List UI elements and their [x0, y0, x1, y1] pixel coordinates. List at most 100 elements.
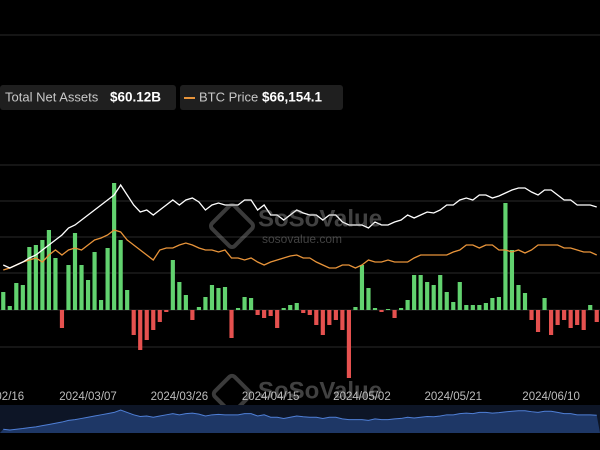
bar [1, 292, 6, 310]
legend-value: $66,154.1 [262, 90, 323, 105]
watermark-brand: SoSoValue [258, 205, 382, 232]
series-line [2, 183, 597, 269]
bar [275, 310, 280, 328]
bar [483, 303, 488, 310]
bar [294, 303, 299, 310]
bar [399, 308, 404, 310]
bar [229, 310, 234, 338]
watermark-logo [209, 203, 255, 249]
bar [301, 310, 306, 313]
bar [33, 245, 38, 310]
bar [79, 265, 84, 310]
bar [216, 288, 221, 310]
watermark-logo [211, 373, 253, 415]
bar [249, 298, 254, 310]
x-tick-label: 2024/04/15 [242, 391, 300, 403]
legend-chip[interactable] [180, 85, 343, 110]
bar [444, 292, 449, 310]
bar [151, 310, 156, 330]
bar [496, 297, 501, 310]
bar [314, 310, 319, 325]
navigator-line [3, 409, 597, 431]
bar [431, 285, 436, 310]
bar [14, 283, 19, 310]
bar [392, 310, 397, 318]
watermark-brand: SoSoValue [258, 377, 382, 404]
legend-label: BTC Price [199, 89, 258, 104]
bar [222, 287, 228, 310]
bar [66, 265, 71, 310]
bar [92, 252, 97, 310]
x-tick-label: 02/16 [0, 391, 24, 403]
bar [7, 306, 12, 310]
x-tick-label: 2024/03/07 [59, 391, 117, 403]
bar [529, 310, 534, 320]
bar [105, 248, 110, 310]
bar [40, 240, 45, 310]
bar [177, 282, 182, 310]
bar [157, 310, 162, 322]
bar [99, 300, 104, 310]
legend-chip[interactable] [0, 85, 176, 110]
bar [425, 282, 430, 310]
bar [457, 282, 462, 310]
x-tick-label: 2024/05/21 [424, 391, 482, 403]
bar [503, 203, 508, 310]
bar [209, 285, 215, 310]
bar [405, 300, 410, 310]
bar [262, 310, 267, 318]
bar [59, 310, 65, 328]
bar [320, 310, 325, 335]
legend-value: $60.12B [110, 90, 161, 105]
bar [288, 305, 293, 310]
bar [131, 310, 136, 335]
bar [327, 310, 332, 325]
bar [307, 310, 312, 315]
bar [588, 305, 593, 310]
bar [438, 275, 443, 310]
bar [203, 297, 208, 310]
x-tick-label: 2024/05/02 [333, 391, 391, 403]
bar [379, 310, 384, 312]
bar [568, 310, 573, 328]
bar [353, 307, 358, 310]
bar [340, 310, 345, 330]
bar [72, 233, 78, 310]
watermark: SoSoValue sosovalue.com [209, 203, 382, 249]
series-line [3, 229, 598, 271]
bar [268, 310, 273, 316]
bar [549, 310, 554, 335]
bar [125, 290, 130, 310]
bar [27, 247, 32, 310]
bar [366, 288, 371, 310]
bar [555, 310, 560, 325]
bar [333, 310, 338, 320]
bar [509, 250, 515, 310]
bar [196, 307, 201, 310]
bar [112, 183, 117, 310]
bar [594, 310, 599, 322]
bar [535, 310, 541, 332]
bar [412, 275, 417, 310]
bar [183, 295, 188, 310]
bar [53, 258, 58, 310]
bar [477, 305, 482, 310]
bar [170, 260, 175, 310]
bar [470, 305, 475, 310]
bar [20, 285, 25, 310]
bar [242, 297, 247, 310]
watermark-url: sosovalue.com [262, 232, 342, 246]
legend-label: Total Net Assets [5, 89, 99, 104]
bar [85, 280, 91, 310]
bar [385, 309, 391, 310]
bar [418, 275, 423, 310]
bar [372, 308, 378, 310]
navigator-area [0, 410, 600, 433]
bar [138, 310, 143, 350]
x-tick-label: 2024/03/26 [151, 391, 209, 403]
bar [235, 308, 241, 310]
bar [281, 308, 286, 310]
bar [46, 230, 51, 310]
bar [451, 302, 456, 310]
